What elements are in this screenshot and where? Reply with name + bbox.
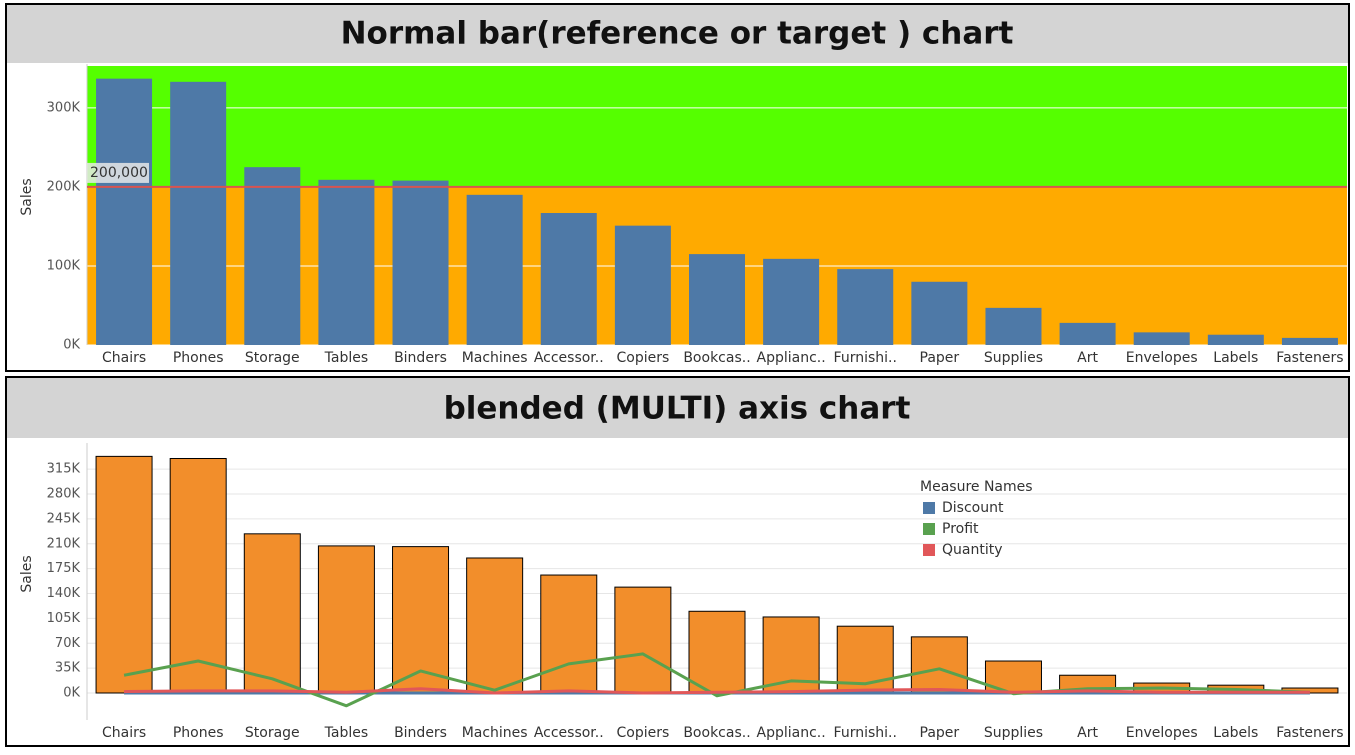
- x-tick-label: Envelopes: [1126, 350, 1198, 366]
- bar: [169, 458, 227, 694]
- legend-label: Discount: [942, 500, 1004, 516]
- legend-label: Profit: [942, 521, 979, 537]
- bar: [243, 533, 301, 694]
- bar: [689, 254, 745, 345]
- x-tick-label: Accessor..: [534, 725, 604, 741]
- y-axis-label: Sales: [19, 555, 35, 592]
- bar: [1281, 337, 1338, 345]
- x-tick-label: Applianc..: [757, 725, 826, 741]
- x-tick-label: Tables: [324, 350, 369, 366]
- line-series: [124, 687, 1310, 695]
- bar: [540, 213, 597, 345]
- bar: [466, 557, 524, 694]
- bar: [96, 78, 153, 346]
- x-tick-label: Machines: [462, 725, 528, 741]
- legend-swatch: [923, 544, 935, 556]
- x-tick-label: Phones: [173, 350, 224, 366]
- y-axis-label: Sales: [19, 178, 35, 215]
- x-tick-label: Storage: [245, 725, 300, 741]
- bar: [910, 636, 968, 694]
- bar: [317, 545, 375, 694]
- y-tick-label: 300K: [47, 100, 81, 115]
- y-tick-label: 200K: [47, 179, 81, 194]
- panel: [5, 376, 1350, 747]
- x-tick-label: Phones: [173, 725, 224, 741]
- bar: [1207, 334, 1264, 345]
- title-bar: [7, 5, 1348, 63]
- x-tick-label: Supplies: [984, 725, 1043, 741]
- bar: [392, 180, 449, 345]
- legend-title: Measure Names: [920, 479, 1033, 495]
- x-tick-label: Copiers: [616, 350, 669, 366]
- bar: [244, 167, 301, 345]
- reference-band-above: [87, 66, 1347, 187]
- bar: [392, 546, 450, 694]
- x-tick-label: Chairs: [102, 725, 146, 741]
- bar: [614, 586, 672, 694]
- y-tick-label: 0K: [63, 338, 80, 353]
- bar: [540, 574, 598, 694]
- x-tick-label: Chairs: [102, 350, 146, 366]
- y-tick-label: 210K: [47, 536, 81, 551]
- bar: [985, 307, 1042, 345]
- reference-label: 200,000: [90, 165, 148, 181]
- chart-title: Normal bar(reference or target ) chart: [341, 16, 1014, 52]
- x-tick-label: Machines: [462, 350, 528, 366]
- x-tick-label: Art: [1077, 350, 1098, 366]
- bar: [837, 269, 894, 345]
- y-tick-label: 315K: [47, 462, 81, 477]
- x-tick-label: Art: [1077, 725, 1098, 741]
- legend-label: Quantity: [942, 542, 1003, 558]
- legend-swatch: [923, 523, 935, 535]
- x-tick-label: Binders: [394, 725, 447, 741]
- reference-label-box: [87, 162, 149, 183]
- bar: [911, 281, 968, 345]
- bar: [1133, 332, 1190, 345]
- bar: [1059, 322, 1116, 345]
- x-tick-label: Paper: [920, 350, 960, 366]
- line-series: [123, 652, 1310, 708]
- bar: [318, 179, 375, 345]
- x-tick-label: Storage: [245, 350, 300, 366]
- x-tick-label: Paper: [920, 725, 960, 741]
- bar: [763, 258, 820, 345]
- x-tick-label: Labels: [1213, 725, 1258, 741]
- y-tick-label: 70K: [55, 636, 81, 651]
- y-tick-label: 105K: [47, 611, 81, 626]
- bar: [95, 455, 153, 694]
- y-tick-label: 35K: [55, 661, 81, 676]
- x-tick-label: Accessor..: [534, 350, 604, 366]
- x-tick-label: Applianc..: [757, 350, 826, 366]
- x-tick-label: Copiers: [616, 725, 669, 741]
- y-tick-label: 175K: [47, 561, 81, 576]
- title-bar: [7, 378, 1348, 438]
- x-tick-label: Tables: [324, 725, 369, 741]
- x-tick-label: Furnishi..: [834, 350, 897, 366]
- bar: [614, 225, 671, 345]
- chart-title: blended (MULTI) axis chart: [444, 391, 911, 427]
- y-tick-label: 140K: [47, 586, 81, 601]
- x-tick-label: Fasteners: [1276, 350, 1343, 366]
- x-tick-label: Furnishi..: [834, 725, 897, 741]
- bar: [466, 194, 523, 345]
- x-tick-label: Envelopes: [1126, 725, 1198, 741]
- y-tick-label: 280K: [47, 487, 81, 502]
- bar: [170, 81, 227, 345]
- x-tick-label: Fasteners: [1276, 725, 1343, 741]
- y-tick-label: 0K: [63, 685, 80, 700]
- x-tick-label: Binders: [394, 350, 447, 366]
- y-tick-label: 245K: [47, 511, 81, 526]
- x-tick-label: Bookcas..: [683, 725, 750, 741]
- x-tick-label: Bookcas..: [683, 350, 750, 366]
- y-tick-label: 100K: [47, 258, 81, 273]
- x-tick-label: Supplies: [984, 350, 1043, 366]
- bar: [688, 610, 746, 694]
- x-tick-label: Labels: [1213, 350, 1258, 366]
- legend-swatch: [923, 502, 935, 514]
